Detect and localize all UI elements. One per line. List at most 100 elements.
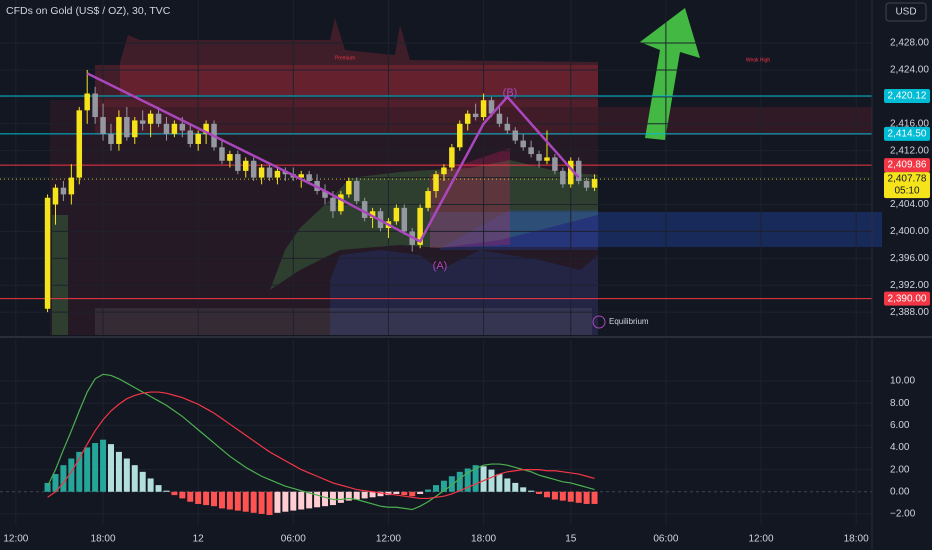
histogram-bar bbox=[187, 491, 194, 502]
candle-body bbox=[504, 123, 511, 131]
histogram-bar bbox=[179, 491, 186, 499]
histogram-bar bbox=[488, 469, 495, 492]
histogram-bar bbox=[139, 471, 146, 492]
candle-body bbox=[68, 177, 75, 195]
histogram-bar bbox=[591, 491, 598, 504]
candle-body bbox=[536, 154, 542, 161]
candle-body bbox=[195, 133, 201, 144]
histogram-bar bbox=[337, 491, 344, 503]
candle-body bbox=[591, 179, 598, 188]
candle-body bbox=[266, 167, 273, 178]
wave-line bbox=[86, 72, 580, 244]
histogram-bar bbox=[123, 458, 130, 492]
green-box bbox=[52, 215, 68, 335]
candle-body bbox=[116, 117, 122, 144]
histogram-bar bbox=[401, 491, 408, 496]
y-tick-label: 2,428.00 bbox=[890, 38, 929, 49]
x-tick-label: 12:00 bbox=[3, 534, 28, 545]
histogram-bar bbox=[115, 451, 122, 492]
x-tick-label: 12:00 bbox=[749, 534, 774, 545]
histogram-bar bbox=[290, 491, 297, 511]
candle-body bbox=[274, 170, 281, 178]
price-level-tag bbox=[884, 126, 930, 141]
candle-body bbox=[132, 120, 138, 138]
macd-line bbox=[47, 373, 595, 511]
histogram-bar bbox=[417, 491, 424, 494]
x-tick-label: 18:00 bbox=[91, 534, 116, 545]
price-level-tag bbox=[884, 172, 930, 199]
discount-cloud bbox=[440, 210, 598, 250]
x-tick-label: 12:00 bbox=[376, 534, 401, 545]
candle-body bbox=[488, 100, 495, 114]
countdown-label: 05:10 bbox=[894, 186, 919, 197]
candle-body bbox=[124, 117, 130, 138]
x-tick-label: 18:00 bbox=[471, 534, 496, 545]
x-tick-label: 12 bbox=[193, 534, 205, 545]
premium-zone bbox=[50, 100, 598, 335]
currency: USD bbox=[895, 7, 916, 18]
candle-body bbox=[346, 180, 352, 195]
candle-body bbox=[52, 187, 59, 205]
histogram-bar bbox=[203, 491, 210, 506]
candle-body bbox=[171, 123, 178, 134]
histogram-bar bbox=[456, 471, 463, 492]
equilibrium-icon bbox=[592, 315, 606, 329]
zone-label: Premium bbox=[335, 55, 355, 61]
candle-body bbox=[227, 154, 233, 161]
candle-body bbox=[235, 154, 241, 171]
histogram-bar bbox=[575, 491, 582, 503]
candle-body bbox=[179, 123, 186, 131]
candle-body bbox=[139, 120, 146, 124]
histogram-bar bbox=[543, 491, 550, 498]
histogram-bar bbox=[195, 491, 202, 504]
histogram-bar bbox=[211, 491, 218, 507]
y-tick-label: 0.00 bbox=[890, 486, 910, 497]
histogram-bar bbox=[92, 443, 99, 492]
candle-body bbox=[425, 191, 431, 208]
histogram-bar bbox=[266, 491, 273, 516]
price-level-tag bbox=[884, 89, 930, 104]
y-tick-label: 2.00 bbox=[890, 464, 910, 475]
histogram-bar bbox=[377, 491, 384, 497]
x-tick-label: 06:00 bbox=[653, 534, 678, 545]
y-tick-label: 2,388.00 bbox=[890, 307, 929, 318]
candle-body bbox=[472, 113, 479, 118]
candle-body bbox=[306, 174, 312, 181]
y-tick-label: 2,416.00 bbox=[890, 118, 929, 129]
candle-body bbox=[60, 187, 67, 195]
candle-body bbox=[544, 157, 550, 161]
histogram-bar bbox=[583, 491, 590, 504]
candle-body bbox=[464, 113, 471, 124]
y-tick-label: 2,400.00 bbox=[890, 226, 929, 237]
candle-body bbox=[433, 174, 439, 192]
candle-body bbox=[92, 93, 98, 118]
price-level-label: 2,390.00 bbox=[888, 293, 927, 304]
histogram-bar bbox=[440, 480, 447, 492]
candle-body bbox=[76, 110, 83, 178]
y-tick-label: 2,404.00 bbox=[890, 199, 929, 210]
equilibrium-label: Equilibrium bbox=[609, 317, 649, 326]
price-level-label: 2,407.78 bbox=[888, 174, 927, 185]
magenta-zone bbox=[430, 148, 510, 248]
candle-body bbox=[108, 133, 114, 144]
histogram-bar bbox=[131, 465, 138, 492]
equilibrium-cloud bbox=[270, 160, 598, 290]
histogram-bar bbox=[425, 489, 432, 492]
histogram-bar bbox=[448, 476, 455, 492]
premium-cloud bbox=[120, 18, 598, 95]
candle-body bbox=[528, 147, 534, 155]
candle-body bbox=[322, 191, 328, 198]
candle-body bbox=[401, 207, 408, 232]
candle-body bbox=[361, 201, 368, 218]
up-arrow bbox=[640, 8, 700, 140]
candle-body bbox=[100, 117, 106, 134]
candle-body bbox=[187, 130, 194, 144]
candle-body bbox=[417, 207, 423, 245]
histogram-bar bbox=[369, 491, 376, 498]
histogram-bar bbox=[258, 491, 265, 514]
signal-line bbox=[47, 391, 595, 500]
histogram-bar bbox=[393, 491, 400, 494]
histogram-bar bbox=[322, 491, 329, 507]
